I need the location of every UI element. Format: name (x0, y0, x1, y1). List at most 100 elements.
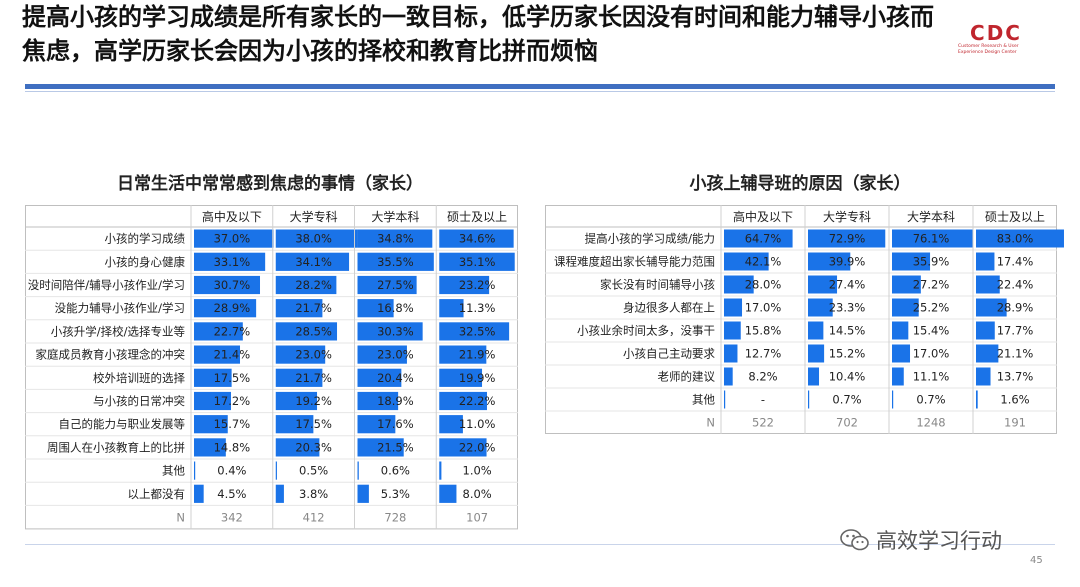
data-bar (357, 484, 369, 503)
data-bar (439, 252, 515, 271)
column-header: 硕士及以上 (447, 210, 507, 224)
column-header: 大学本科 (907, 209, 955, 224)
data-value: 0.6% (381, 464, 410, 478)
data-bar (808, 275, 838, 294)
data-value: 35.5% (377, 255, 414, 269)
data-value: 28.9% (214, 301, 251, 315)
left-panel-title: 日常生活中常常感到焦虑的事情（家长） (117, 174, 423, 194)
data-bar (194, 345, 241, 364)
data-value: 17.2% (214, 394, 251, 408)
data-value: 19.9% (459, 371, 496, 385)
data-value: 17.0% (913, 347, 950, 361)
data-value: 22.7% (214, 324, 251, 338)
data-bar (439, 438, 487, 457)
data-value: 17.6% (377, 417, 414, 431)
data-bar (357, 438, 404, 457)
data-bar (439, 275, 490, 295)
data-value: 38.0% (295, 232, 332, 246)
data-value: 35.1% (459, 255, 496, 269)
data-bar (892, 367, 904, 386)
data-bar (357, 275, 417, 295)
data-value: 8.2% (748, 370, 777, 384)
data-bar (439, 345, 487, 364)
data-value: 21.7% (295, 301, 332, 315)
n-value: 1248 (916, 416, 945, 430)
cdc-logo: CDC (970, 21, 1020, 45)
data-value: 23.0% (377, 348, 414, 362)
data-bar (892, 344, 911, 363)
table-border (25, 205, 518, 530)
data-bar (357, 368, 402, 387)
data-bar (194, 461, 196, 480)
data-bar (892, 229, 973, 248)
data-value: 28.0% (745, 278, 782, 292)
data-bar (275, 229, 358, 248)
row-label: 提高小孩的学习成绩/能力 (585, 232, 715, 246)
data-value: 17.5% (295, 417, 332, 431)
n-label: N (706, 416, 715, 430)
data-bar (976, 321, 995, 340)
data-value: 14.8% (214, 440, 251, 454)
data-bar (194, 299, 257, 318)
data-bar (357, 415, 396, 434)
column-header: 硕士及以上 (985, 210, 1045, 224)
data-value: 3.8% (299, 487, 328, 501)
data-value: 4.5% (217, 487, 246, 501)
data-bar (194, 322, 243, 341)
n-value: 702 (836, 416, 858, 430)
data-value: 28.2% (295, 278, 332, 292)
data-bar (439, 368, 483, 387)
row-label: 校外培训班的选择 (93, 371, 185, 385)
data-bar (724, 390, 726, 409)
data-value: 1.0% (463, 464, 492, 478)
data-bar (439, 391, 487, 411)
data-bar (808, 252, 851, 271)
row-label: 小孩升学/择校/选择专业等 (51, 324, 185, 338)
data-value: - (761, 393, 765, 407)
row-label: 小孩的身心健康 (105, 255, 186, 269)
data-bar (808, 321, 824, 340)
data-bar (194, 368, 232, 387)
data-value: 11.3% (459, 301, 496, 315)
column-header: 大学专科 (290, 209, 338, 224)
data-bar (439, 299, 464, 318)
data-bar (439, 461, 442, 480)
row-label: 老师的建议 (658, 370, 716, 384)
data-bar (976, 275, 1000, 294)
data-bar (275, 252, 350, 271)
data-bar (194, 252, 266, 271)
n-value: 522 (752, 416, 774, 430)
data-bar (439, 322, 510, 341)
data-bar (275, 275, 337, 295)
data-value: 32.5% (459, 324, 496, 338)
data-bar (892, 321, 909, 340)
data-bar (275, 345, 326, 364)
data-value: 34.6% (459, 232, 496, 246)
data-bar (275, 415, 314, 434)
data-bar (808, 390, 810, 409)
data-bar (724, 321, 741, 340)
n-value: 412 (303, 510, 325, 524)
data-value: 76.1% (913, 232, 950, 246)
row-label: 与小孩的日常冲突 (93, 394, 185, 408)
data-value: 28.5% (295, 324, 332, 338)
data-value: 21.7% (295, 371, 332, 385)
n-value: 728 (384, 510, 406, 524)
row-label: 自己的能力与职业发展等 (59, 417, 186, 431)
data-value: 15.8% (745, 324, 782, 338)
data-bar (275, 438, 320, 457)
data-value: 8.0% (463, 487, 492, 501)
data-value: 64.7% (745, 232, 782, 246)
row-label: 家长没有时间辅导小孩 (600, 278, 715, 292)
data-value: 23.2% (459, 278, 496, 292)
data-bar (724, 229, 793, 248)
data-value: 21.5% (377, 440, 414, 454)
data-value: 21.9% (459, 348, 496, 362)
data-value: 28.9% (997, 301, 1034, 315)
data-bar (892, 252, 931, 271)
n-value: 191 (1004, 416, 1026, 430)
data-value: 20.4% (377, 371, 414, 385)
wechat-icon (840, 529, 869, 551)
